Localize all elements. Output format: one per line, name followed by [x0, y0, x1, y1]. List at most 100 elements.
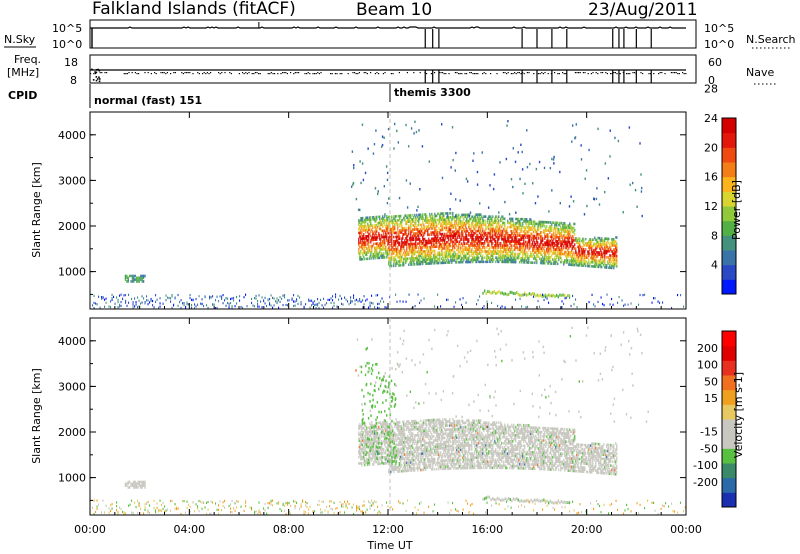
- echo-cell: [526, 222, 528, 225]
- echo-cell: [612, 237, 614, 241]
- echo-cell: [568, 232, 570, 236]
- echo-cell: [537, 224, 539, 228]
- echo-cell: [563, 260, 565, 264]
- echo-cell: [532, 251, 534, 254]
- echo-cell: [504, 233, 506, 237]
- echo-cell: [528, 228, 530, 231]
- echo-cell: [423, 250, 425, 253]
- echo-cell: [590, 240, 592, 243]
- echo-cell: [431, 251, 433, 255]
- echo-cell: [405, 257, 407, 261]
- echo-cell: [473, 231, 475, 235]
- echo-cell: [369, 461, 371, 464]
- echo-cell: [135, 303, 137, 306]
- echo-cell: [348, 303, 350, 306]
- echo-cell: [410, 230, 412, 234]
- echo-cell: [365, 241, 367, 244]
- echo-cell: [555, 237, 557, 241]
- echo-cell: [582, 245, 584, 249]
- echo-cell: [373, 252, 375, 256]
- echo-cell: [434, 243, 436, 247]
- nave-tick-top: 60: [708, 56, 722, 69]
- echo-cell: [459, 217, 461, 221]
- echo-cell: [566, 261, 568, 264]
- echo-cell: [375, 444, 377, 447]
- echo-cell: [405, 230, 407, 234]
- echo-cell: [155, 300, 157, 303]
- echo-cell: [367, 228, 369, 232]
- echo-cell: [449, 208, 451, 211]
- echo-cell: [358, 237, 360, 241]
- echo-cell: [479, 252, 481, 255]
- echo-cell: [441, 243, 443, 246]
- echo-cell: [424, 258, 426, 261]
- echo-cell: [512, 238, 514, 241]
- echo-cell: [509, 254, 511, 258]
- echo-cell: [383, 256, 385, 259]
- echo-cell: [446, 228, 448, 232]
- echo-cell: [353, 164, 355, 167]
- echo-cell: [386, 455, 388, 459]
- echo-cell: [284, 294, 286, 297]
- echo-cell: [379, 452, 381, 455]
- echo-cell: [318, 307, 320, 310]
- echo-cell: [438, 247, 440, 250]
- echo-cell: [379, 219, 381, 223]
- echo-cell: [367, 147, 369, 150]
- echo-cell: [173, 304, 175, 307]
- echo-cell: [584, 250, 586, 253]
- nave-dot: [619, 73, 621, 75]
- echo-cell: [573, 245, 575, 248]
- echo-cell: [224, 299, 226, 302]
- echo-cell: [538, 294, 540, 298]
- echo-cell: [576, 261, 578, 265]
- echo-cell: [440, 224, 442, 228]
- echo-cell: [134, 305, 136, 308]
- echo-cell: [614, 244, 616, 247]
- echo-cell: [469, 211, 472, 214]
- power-heatmap-cells: [92, 119, 685, 310]
- echo-cell: [421, 248, 423, 251]
- echo-cell: [363, 455, 365, 459]
- echo-cell: [544, 229, 546, 232]
- echo-cell: [449, 234, 451, 238]
- echo-cell: [372, 234, 374, 238]
- echo-cell: [380, 421, 382, 424]
- echo-cell: [395, 258, 397, 261]
- echo-cell: [371, 444, 373, 448]
- echo-cell: [406, 243, 408, 246]
- echo-cell: [535, 249, 537, 252]
- echo-cell: [413, 234, 415, 238]
- echo-cell: [630, 302, 632, 305]
- echo-cell: [565, 236, 567, 240]
- echo-cell: [465, 238, 467, 241]
- echo-cell: [546, 241, 548, 245]
- echo-cell: [562, 228, 564, 231]
- echo-cell: [392, 464, 394, 468]
- echo-cell: [554, 250, 556, 253]
- echo-cell: [490, 229, 492, 233]
- echo-cell: [526, 259, 528, 262]
- echo-cell: [583, 239, 585, 243]
- echo-cell: [477, 223, 479, 227]
- echo-cell: [400, 255, 402, 259]
- freq-tick-bottom: 8: [70, 74, 77, 87]
- echo-cell: [382, 421, 384, 424]
- echo-cell: [559, 246, 561, 249]
- echo-cell: [445, 218, 447, 221]
- echo-cell: [514, 292, 516, 296]
- echo-cell: [409, 238, 411, 242]
- echo-cell: [564, 258, 566, 262]
- echo-cell: [497, 239, 499, 243]
- echo-cell: [456, 228, 458, 231]
- echo-cell: [429, 227, 431, 230]
- echo-cell: [359, 447, 361, 451]
- nsky-drops: [91, 22, 652, 48]
- echo-cell: [544, 231, 546, 234]
- echo-cell: [372, 442, 374, 446]
- echo-cell: [431, 227, 433, 230]
- echo-cell: [111, 297, 113, 300]
- echo-cell: [434, 218, 436, 222]
- echo-cell: [561, 242, 563, 245]
- echo-cell: [377, 225, 379, 229]
